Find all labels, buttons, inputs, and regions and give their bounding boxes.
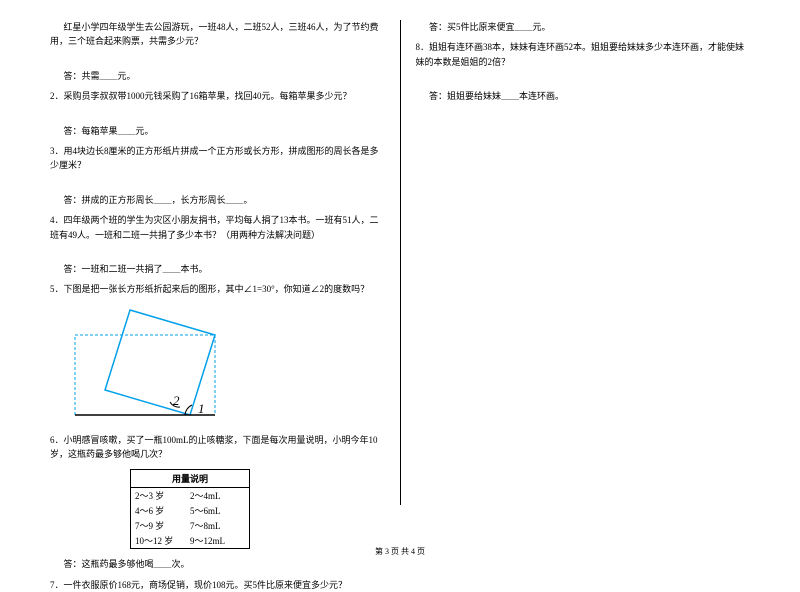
usage-row: 4～6 岁5～6mL (131, 503, 249, 518)
q3-text: 3．用4块边长8厘米的正方形纸片拼成一个正方形或长方形，拼成图形的周长各是多少厘… (50, 144, 385, 173)
usage-title: 用量说明 (131, 470, 249, 488)
right-column: 答：买5件比原来便宜＿＿元。 8．姐姐有连环画38本，妹妹有连环画52本。姐姐要… (401, 20, 761, 505)
q6-text: 6．小明感冒咳嗽，买了一瓶100mL的止咳糖浆，下面是每次用量说明，小明今年10… (50, 433, 385, 462)
usage-age: 4～6 岁 (135, 504, 190, 517)
q7-text: 7．一件衣服原价168元，商场促销，现价108元。买5件比原来便宜多少元？ (50, 578, 385, 592)
usage-rows: 2～3 岁2～4mL4～6 岁5～6mL7～9 岁7～8mL10～12 岁9～1… (131, 488, 249, 548)
page-footer: 第 3 页 共 4 页 (0, 546, 800, 557)
usage-age: 7～9 岁 (135, 519, 190, 532)
q7-answer: 答：买5件比原来便宜＿＿元。 (416, 20, 751, 34)
q4-answer: 答：一班和二班一共捐了＿＿本书。 (50, 262, 385, 276)
q1-text: 红星小学四年级学生去公园游玩，一班48人，二班52人，三班46人，为了节约费用，… (50, 20, 385, 49)
usage-row: 2～3 岁2～4mL (131, 488, 249, 503)
usage-dose: 2～4mL (190, 489, 245, 502)
angle-1-label: 1 (198, 401, 205, 416)
q5-text: 5．下图是把一张长方形纸折起来后的图形，其中∠1=30°，你知道∠2的度数吗？ (50, 282, 385, 296)
usage-row: 7～9 岁7～8mL (131, 518, 249, 533)
folded-rectangle-figure: 1 2 (70, 305, 270, 425)
usage-age: 2～3 岁 (135, 489, 190, 502)
q8-text: 8．姐姐有连环画38本，妹妹有连环画52本。姐姐要给妹妹多少本连环画，才能使妹妹… (416, 40, 751, 69)
usage-dose: 7～8mL (190, 519, 245, 532)
usage-dose: 5～6mL (190, 504, 245, 517)
page-container: 红星小学四年级学生去公园游玩，一班48人，二班52人，三班46人，为了节约费用，… (0, 0, 800, 535)
q3-answer: 答：拼成的正方形周长＿＿，长方形周长＿＿。 (50, 193, 385, 207)
angle-2-label: 2 (173, 393, 180, 408)
q2-text: 2．采购员李叔叔带1000元钱采购了16箱苹果，找回40元。每箱苹果多少元？ (50, 89, 385, 103)
q1-answer: 答：共需＿＿元。 (50, 69, 385, 83)
usage-table: 用量说明 2～3 岁2～4mL4～6 岁5～6mL7～9 岁7～8mL10～12… (130, 469, 250, 549)
q8-answer: 答：姐姐要给妹妹＿＿本连环画。 (416, 89, 751, 103)
left-column: 红星小学四年级学生去公园游玩，一班48人，二班52人，三班46人，为了节约费用，… (40, 20, 401, 505)
q2-answer: 答：每箱苹果＿＿元。 (50, 124, 385, 138)
q4-text: 4．四年级两个班的学生为灾区小朋友捐书，平均每人捐了13本书。一班有51人，二班… (50, 213, 385, 242)
